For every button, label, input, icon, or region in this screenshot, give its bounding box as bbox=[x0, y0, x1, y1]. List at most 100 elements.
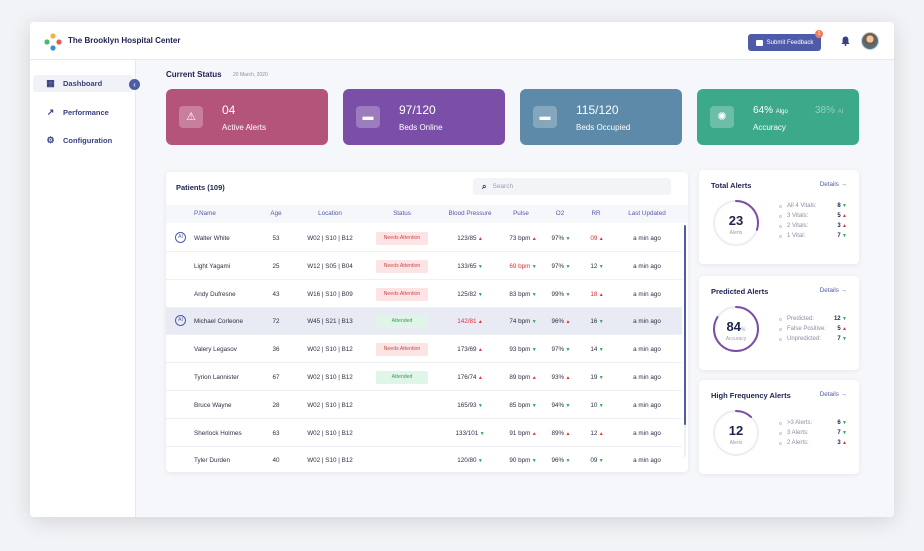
status-badge[interactable]: Attended bbox=[376, 315, 428, 329]
column-header[interactable]: RR bbox=[591, 210, 601, 217]
search-input[interactable]: ⌕ Search bbox=[473, 178, 671, 195]
table-scrollbar[interactable] bbox=[684, 225, 686, 457]
app-title: The Brooklyn Hospital Center bbox=[68, 36, 181, 45]
legend-value: 5 bbox=[837, 326, 841, 332]
blood-pressure: 123/85 bbox=[457, 235, 477, 242]
trend-up-icon: ▲ bbox=[530, 375, 537, 381]
trend-up-icon: ▲ bbox=[530, 430, 537, 437]
stat-card-beds-occupied[interactable]: ▬ 115/120 Beds Occupied bbox=[520, 89, 682, 145]
last-updated: a min ago bbox=[633, 318, 661, 326]
user-avatar[interactable] bbox=[861, 32, 879, 50]
table-row[interactable]: Tyrion Lannister 67 W02 | S10 | B12 Attende… bbox=[166, 364, 682, 391]
patient-age: 67 bbox=[272, 374, 280, 381]
details-link[interactable]: Details → bbox=[819, 181, 847, 188]
stat-value: 04 bbox=[222, 103, 236, 117]
stat-card-beds-online[interactable]: ▬ 97/120 Beds Online bbox=[343, 89, 505, 145]
sidebar-item-configuration[interactable]: ⚙ Configuration bbox=[33, 132, 133, 149]
legend-item: 2 Vitals: 3 ▲ bbox=[779, 221, 847, 231]
trend-down-icon: ▼ bbox=[564, 402, 571, 409]
sidebar-item-dashboard[interactable]: ▦ Dashboard bbox=[33, 75, 133, 92]
column-header[interactable]: Status bbox=[393, 210, 411, 217]
patients-title: Patients (109) bbox=[176, 183, 225, 192]
pulse: 73 bpm bbox=[509, 235, 531, 242]
stat-card-accuracy[interactable]: ✺ 64% Algo 38% AI Accuracy bbox=[697, 89, 859, 145]
legend-dot bbox=[779, 328, 782, 331]
table-row[interactable]: Light Yagami 25 W12 | S05 | B04 Needs Atten… bbox=[166, 253, 682, 280]
stat-card-active-alerts[interactable]: ⚠ 04 Active Alerts bbox=[166, 89, 328, 145]
patient-location: W16 | S10 | B09 bbox=[307, 290, 353, 298]
table-row[interactable]: AI Walter White 53 W02 | S10 | B12 Needs Att… bbox=[166, 225, 682, 252]
progress-ring-arc bbox=[713, 306, 759, 352]
status-badge[interactable]: Needs Attention bbox=[376, 259, 428, 273]
table-row[interactable]: Valery Legasov 36 W02 | S10 | B12 Needs Att… bbox=[166, 336, 682, 364]
oxygen: 97% bbox=[551, 235, 565, 242]
table-row[interactable]: Tyler Durden 40 W02 | S10 | B12 120/80 ▼ 90 … bbox=[166, 447, 682, 475]
oxygen: 89% bbox=[551, 429, 565, 437]
collapse-sidebar-button[interactable]: ‹ bbox=[129, 79, 140, 90]
legend-dot bbox=[779, 422, 782, 425]
column-header[interactable]: O2 bbox=[555, 210, 565, 217]
table-row[interactable]: Andy Dufresne 43 W16 | S10 | B09 Needs Atte… bbox=[166, 281, 682, 308]
stat-label: Accuracy bbox=[753, 123, 786, 132]
column-header[interactable]: Location bbox=[318, 210, 342, 217]
respiratory-rate: 16 bbox=[590, 318, 598, 326]
trend-down-icon: ▼ bbox=[530, 291, 537, 298]
patient-location: W02 | S10 | B12 bbox=[307, 429, 353, 437]
legend-value: 8 bbox=[837, 203, 841, 209]
blood-pressure: 133/101 bbox=[455, 429, 479, 437]
submit-feedback-button[interactable]: Submit Feedback bbox=[748, 34, 821, 51]
legend-item: >3 Alerts: 6 ▼ bbox=[779, 418, 847, 428]
table-row[interactable]: Bruce Wayne 28 W02 | S10 | B12 165/93 ▼ 85 b… bbox=[166, 392, 682, 419]
trend-up-icon: ▲ bbox=[564, 430, 571, 437]
patient-age: 28 bbox=[272, 401, 280, 409]
status-badge[interactable]: Attended bbox=[376, 371, 428, 384]
stat-value: 97/120 bbox=[399, 103, 436, 117]
stat-label: Beds Online bbox=[399, 123, 443, 132]
patient-name: Tyrion Lannister bbox=[194, 374, 239, 381]
respiratory-rate: 19 bbox=[590, 374, 598, 381]
notification-badge: 1 bbox=[815, 30, 823, 38]
column-header[interactable]: P.Name bbox=[194, 210, 216, 217]
column-header[interactable]: Age bbox=[270, 210, 282, 217]
sidebar-item-performance[interactable]: ↗ Performance bbox=[33, 104, 133, 121]
trend-down-icon: ▼ bbox=[840, 420, 847, 426]
trend-up-icon: ▲ bbox=[840, 223, 847, 229]
legend-dot bbox=[779, 205, 782, 208]
patient-name: Walter White bbox=[194, 235, 230, 242]
card-value: 12 bbox=[728, 423, 744, 438]
summary-card: Total Alerts Details → 23 Alerts All 4 Vital… bbox=[699, 170, 859, 264]
trend-down-icon: ▼ bbox=[476, 458, 483, 465]
trend-up-icon: ▲ bbox=[476, 347, 483, 354]
trend-down-icon: ▼ bbox=[597, 319, 604, 326]
legend-value: 7 bbox=[837, 430, 841, 436]
legend-label: False Positive: bbox=[787, 326, 827, 332]
column-header[interactable]: Pulse bbox=[513, 210, 529, 217]
stat-label: Beds Occupied bbox=[576, 123, 631, 132]
status-badge[interactable]: Needs Attention bbox=[376, 343, 428, 357]
table-row[interactable]: Sherlock Holmes 63 W02 | S10 | B12 133/101 … bbox=[166, 420, 682, 447]
accuracy-algo-value: 64% bbox=[753, 105, 774, 116]
trend-down-icon: ▼ bbox=[530, 402, 537, 409]
column-header[interactable]: Last Updated bbox=[628, 210, 666, 217]
legend-item: 3 Alerts: 7 ▼ bbox=[779, 428, 847, 438]
trend-down-icon: ▼ bbox=[597, 263, 604, 270]
legend-label: 3 Vitals: bbox=[787, 213, 809, 219]
respiratory-rate: 09 bbox=[590, 457, 598, 465]
legend-label: Unpredicted: bbox=[787, 336, 822, 342]
status-badge[interactable]: Needs Attention bbox=[376, 287, 428, 301]
last-updated: a min ago bbox=[633, 401, 661, 409]
ai-flag-icon: AI bbox=[175, 232, 186, 243]
blood-pressure: 125/82 bbox=[457, 290, 477, 298]
patient-age: 43 bbox=[272, 290, 280, 298]
trend-up-icon: ▲ bbox=[476, 319, 483, 326]
column-header[interactable]: Blood Pressure bbox=[448, 210, 492, 217]
details-link[interactable]: Details → bbox=[819, 287, 847, 294]
bell-icon[interactable] bbox=[841, 36, 850, 46]
trend-down-icon: ▼ bbox=[840, 203, 847, 209]
details-link[interactable]: Details → bbox=[819, 391, 847, 398]
table-row[interactable]: AI Michael Corleone 72 W45 | S21 | B13 Atten… bbox=[166, 308, 682, 336]
scrollbar-thumb[interactable] bbox=[684, 225, 686, 425]
card-legend: All 4 Vitals: 8 ▼ 3 Vitals: 5 ▲ 2 Vitals: 3 ▲… bbox=[779, 201, 847, 241]
status-badge[interactable]: Needs Attention bbox=[376, 232, 428, 245]
trend-up-icon: ▲ bbox=[564, 319, 571, 326]
